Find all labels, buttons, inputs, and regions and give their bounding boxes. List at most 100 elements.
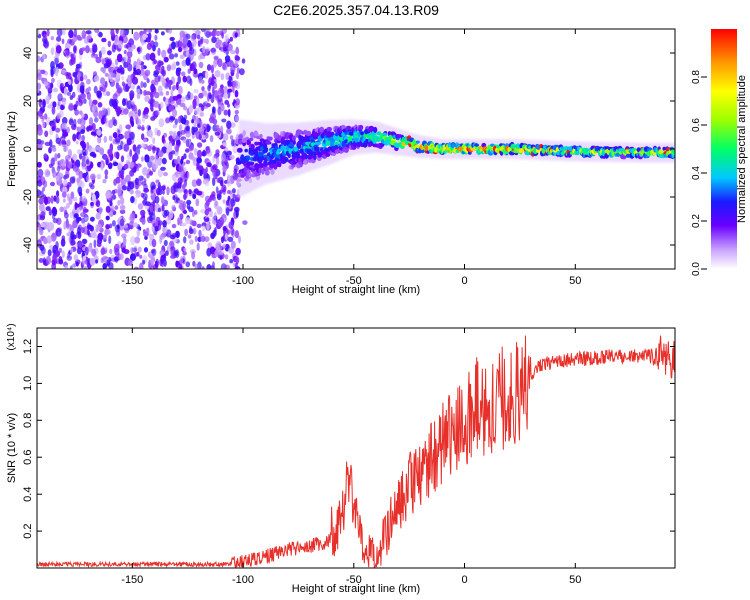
- noise-speck: [150, 188, 154, 194]
- ridge-blob: [386, 138, 391, 145]
- noise-speck: [130, 236, 136, 246]
- snr-scale-label: (x10⁴): [6, 323, 17, 350]
- noise-speck: [52, 254, 58, 262]
- noise-speck: [168, 210, 174, 219]
- noise-speck: [206, 221, 210, 231]
- noise-speck: [193, 89, 199, 94]
- noise-speck: [75, 63, 81, 69]
- noise-speck: [123, 50, 127, 55]
- noise-speck: [204, 93, 209, 98]
- noise-speck: [142, 166, 148, 176]
- noise-speck: [61, 191, 67, 198]
- noise-speck: [192, 260, 196, 267]
- noise-speck: [223, 109, 229, 116]
- noise-speck: [163, 259, 167, 267]
- noise-speck: [205, 50, 208, 55]
- ridge-blob: [258, 167, 262, 173]
- noise-speck: [90, 131, 96, 136]
- y-tick-label: 0.4: [22, 487, 34, 502]
- noise-speck: [235, 98, 241, 106]
- noise-speck: [207, 242, 213, 249]
- ridge-blob: [253, 130, 258, 137]
- noise-speck: [222, 142, 227, 147]
- noise-speck: [59, 206, 65, 213]
- spectrogram-y-label: Frequency (Hz): [6, 111, 18, 187]
- noise-speck: [123, 163, 129, 170]
- noise-speck: [202, 46, 206, 53]
- noise-speck: [86, 78, 91, 85]
- noise-speck: [92, 104, 96, 113]
- ridge-blob: [291, 135, 296, 141]
- noise-speck: [154, 225, 159, 232]
- noise-speck: [85, 188, 90, 194]
- noise-speck: [163, 56, 169, 63]
- noise-speck: [228, 221, 234, 230]
- noise-speck: [133, 266, 139, 269]
- noise-speck: [102, 263, 107, 269]
- noise-speck: [148, 29, 153, 33]
- noise-speck: [81, 134, 85, 142]
- noise-speck: [194, 235, 198, 242]
- noise-speck: [68, 29, 74, 39]
- noise-speck: [83, 216, 90, 221]
- noise-speck: [214, 200, 218, 207]
- noise-speck: [61, 38, 65, 45]
- noise-speck: [216, 39, 222, 46]
- noise-speck: [83, 37, 90, 44]
- noise-speck: [154, 195, 160, 204]
- noise-speck: [45, 95, 50, 103]
- noise-speck: [107, 50, 112, 56]
- noise-speck: [61, 235, 66, 241]
- noise-speck: [217, 100, 222, 109]
- noise-speck: [73, 29, 78, 38]
- ridge-blob: [302, 160, 308, 165]
- noise-speck: [196, 34, 201, 40]
- noise-speck: [69, 247, 74, 254]
- noise-speck: [89, 151, 96, 157]
- noise-speck: [37, 29, 40, 37]
- noise-speck: [78, 240, 83, 248]
- noise-speck: [72, 133, 77, 142]
- noise-speck: [70, 191, 75, 199]
- noise-speck: [83, 208, 89, 213]
- noise-speck: [143, 82, 147, 88]
- noise-speck: [90, 216, 95, 222]
- noise-speck: [214, 227, 217, 234]
- noise-speck: [161, 49, 167, 59]
- noise-speck: [213, 55, 219, 60]
- noise-speck: [154, 29, 159, 34]
- noise-speck: [208, 31, 213, 37]
- noise-speck: [90, 173, 96, 181]
- noise-speck: [179, 36, 183, 42]
- ridge-blob: [296, 153, 300, 158]
- noise-speck: [197, 149, 202, 159]
- noise-speck: [50, 36, 54, 41]
- noise-speck: [208, 77, 213, 86]
- noise-speck: [207, 207, 212, 212]
- noise-speck: [116, 53, 123, 63]
- noise-speck: [229, 259, 234, 264]
- colorbar-tick-label: 0.8: [691, 70, 702, 84]
- noise-speck: [202, 134, 206, 141]
- noise-speck: [175, 97, 182, 106]
- noise-speck: [234, 90, 239, 98]
- noise-speck: [185, 217, 191, 225]
- noise-speck: [87, 244, 93, 253]
- noise-speck: [213, 90, 219, 99]
- noise-speck: [112, 161, 119, 167]
- noise-speck: [95, 227, 99, 233]
- noise-speck: [100, 247, 106, 256]
- noise-speck: [207, 84, 211, 92]
- noise-speck: [79, 140, 85, 147]
- noise-speck: [66, 139, 71, 147]
- noise-speck: [173, 85, 177, 90]
- y-tick-label: -20: [22, 189, 34, 205]
- noise-speck: [169, 36, 175, 42]
- noise-speck: [68, 79, 72, 85]
- noise-speck: [178, 164, 185, 172]
- ridge-blob: [313, 153, 317, 161]
- noise-speck: [200, 208, 206, 214]
- noise-speck: [202, 225, 206, 232]
- noise-speck: [78, 152, 83, 160]
- ridge-blob: [293, 146, 299, 152]
